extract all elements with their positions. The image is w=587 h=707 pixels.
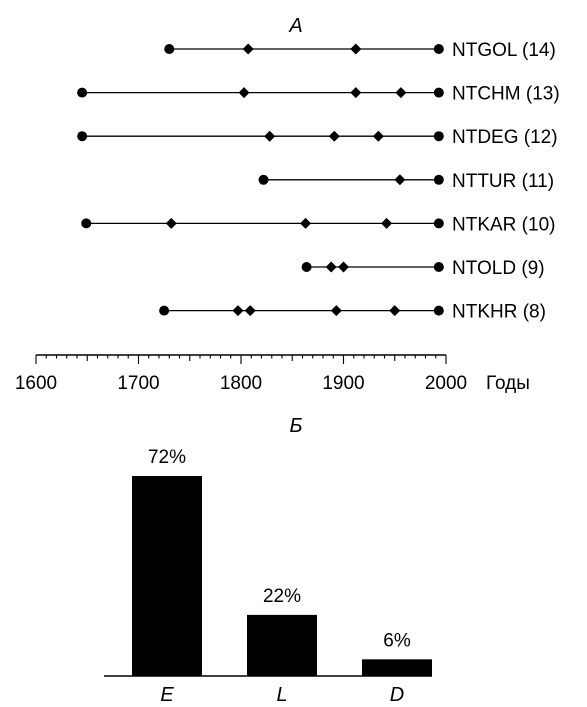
timeline-event-marker bbox=[300, 217, 312, 229]
timeline-end-point bbox=[433, 87, 444, 98]
timeline-x-ticks: 1600 1700 1800 1900 2000 bbox=[15, 355, 467, 394]
bar-chart: Б 72% E 22% L 6% D bbox=[104, 415, 432, 706]
timeline-event-marker bbox=[165, 217, 177, 229]
timeline-start-point bbox=[81, 218, 92, 229]
timeline-row: NTDEG (12) bbox=[77, 127, 558, 148]
timeline-row: NTGOL (14) bbox=[164, 40, 556, 61]
timeline-x-tick-label: 1600 bbox=[15, 373, 57, 394]
timeline-series-label: NTKAR (10) bbox=[452, 214, 555, 235]
timeline-event-marker bbox=[389, 305, 401, 317]
timeline-series-label: NTTUR (11) bbox=[452, 171, 554, 192]
timeline-start-point bbox=[159, 305, 170, 316]
timeline-row: NTTUR (11) bbox=[258, 171, 554, 192]
timeline-series-label: NTGOL (14) bbox=[452, 40, 556, 61]
bar-category-label: E bbox=[160, 684, 174, 706]
timeline-event-marker bbox=[394, 174, 406, 186]
timeline-series-label: NTCHM (13) bbox=[452, 84, 560, 105]
timeline-series-label: NTDEG (12) bbox=[452, 127, 558, 148]
timeline-row: NTKHR (8) bbox=[159, 302, 546, 323]
bar-marks: 72% E 22% L 6% D bbox=[132, 447, 432, 706]
timeline-row: NTCHM (13) bbox=[77, 84, 560, 105]
timeline-x-tick-label: 2000 bbox=[425, 373, 467, 394]
timeline-event-marker bbox=[330, 305, 342, 317]
timeline-end-point bbox=[433, 218, 444, 229]
timeline-event-marker bbox=[232, 305, 244, 317]
timeline-row: NTKAR (10) bbox=[81, 214, 555, 235]
bar-value-label: 22% bbox=[263, 586, 301, 607]
timeline-event-marker bbox=[395, 87, 407, 99]
timeline-start-point bbox=[164, 44, 175, 54]
timeline-event-marker bbox=[242, 43, 254, 55]
bar-value-label: 6% bbox=[383, 630, 411, 651]
timeline-start-point bbox=[77, 131, 88, 142]
bar bbox=[247, 614, 317, 676]
bar bbox=[132, 476, 202, 676]
timeline-event-marker bbox=[244, 305, 256, 317]
timeline-row: NTOLD (9) bbox=[301, 258, 545, 279]
timeline-x-tick-label: 1700 bbox=[117, 373, 159, 394]
timeline-event-marker bbox=[325, 261, 337, 273]
timeline-rows: NTGOL (14) NTCHM (13) NTDEG (12) NTTUR (11)… bbox=[77, 40, 560, 323]
timeline-start-point bbox=[301, 262, 312, 272]
timeline-event-marker bbox=[381, 217, 393, 229]
timeline-event-marker bbox=[372, 130, 384, 142]
timeline-x-tick-label: 1900 bbox=[322, 373, 364, 394]
timeline-event-marker bbox=[350, 43, 362, 55]
bar-chart-title: Б bbox=[289, 415, 302, 437]
timeline-end-point bbox=[433, 131, 444, 142]
timeline-start-point bbox=[77, 87, 88, 98]
timeline-series-label: NTKHR (8) bbox=[452, 302, 546, 323]
timeline-end-point bbox=[433, 174, 444, 185]
bar-value-label: 72% bbox=[148, 447, 186, 468]
timeline-event-marker bbox=[238, 87, 250, 99]
timeline-start-point bbox=[258, 174, 269, 185]
timeline-event-marker bbox=[338, 261, 349, 273]
bar bbox=[362, 659, 432, 676]
bar-category-label: L bbox=[276, 684, 287, 706]
timeline-event-marker bbox=[350, 87, 362, 99]
timeline-x-axis-label: Годы bbox=[486, 373, 530, 394]
bar-category-label: D bbox=[390, 684, 404, 706]
timeline-x-tick-label: 1800 bbox=[220, 373, 262, 394]
timeline-end-point bbox=[433, 44, 444, 54]
timeline-event-marker bbox=[328, 130, 340, 142]
timeline-end-point bbox=[433, 305, 444, 316]
timeline-title: А bbox=[288, 15, 302, 37]
timeline-chart: А NTGOL (14) NTCHM (13) NTDEG (12) NTTUR (1… bbox=[15, 15, 560, 394]
timeline-end-point bbox=[433, 262, 444, 272]
timeline-series-label: NTOLD (9) bbox=[452, 258, 545, 279]
timeline-event-marker bbox=[264, 130, 276, 142]
